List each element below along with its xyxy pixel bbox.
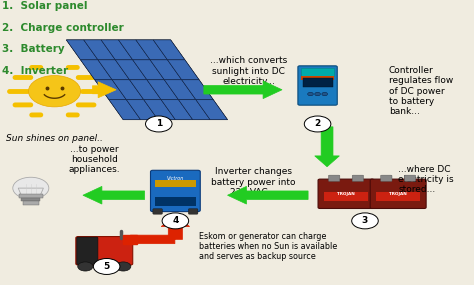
Polygon shape [161,100,193,120]
Polygon shape [81,60,112,80]
Polygon shape [84,40,115,60]
Text: TROJAN: TROJAN [337,192,355,196]
Polygon shape [123,235,137,244]
FancyBboxPatch shape [155,197,195,206]
Polygon shape [109,100,141,120]
FancyBboxPatch shape [301,76,334,80]
FancyBboxPatch shape [328,175,340,182]
FancyBboxPatch shape [77,237,98,264]
FancyBboxPatch shape [188,209,198,214]
FancyBboxPatch shape [381,175,392,182]
Polygon shape [147,80,179,100]
FancyBboxPatch shape [301,68,334,76]
FancyBboxPatch shape [370,179,426,209]
Polygon shape [92,82,116,98]
Text: 4.  Inverter: 4. Inverter [2,66,69,76]
Circle shape [322,92,328,96]
FancyBboxPatch shape [303,78,333,87]
Polygon shape [127,100,158,120]
Polygon shape [167,60,199,80]
Polygon shape [150,60,182,80]
Polygon shape [179,100,210,120]
Circle shape [308,92,313,96]
Text: 2.  Charge controller: 2. Charge controller [2,23,124,33]
Polygon shape [164,80,196,100]
FancyBboxPatch shape [155,180,196,187]
FancyBboxPatch shape [151,170,200,211]
FancyBboxPatch shape [19,194,43,198]
Text: 2: 2 [314,119,321,129]
Text: Sun shines on panel..: Sun shines on panel.. [6,134,103,143]
Polygon shape [315,127,339,167]
FancyBboxPatch shape [76,237,133,265]
Text: ...to power
household
appliances.: ...to power household appliances. [69,145,120,174]
Text: ...which converts
sunlight into DC
electricity...: ...which converts sunlight into DC elect… [210,56,287,86]
Polygon shape [228,186,308,204]
FancyBboxPatch shape [376,192,420,201]
FancyBboxPatch shape [23,201,39,205]
FancyBboxPatch shape [324,192,368,201]
Polygon shape [136,40,167,60]
Text: 3.  Battery: 3. Battery [2,44,65,54]
Circle shape [116,262,131,271]
Text: Controller
regulates flow
of DC power
to battery
bank...: Controller regulates flow of DC power to… [389,66,453,117]
Text: 5: 5 [103,262,110,271]
Polygon shape [204,81,282,99]
Polygon shape [129,80,161,100]
Text: TROJAN: TROJAN [389,192,407,196]
Polygon shape [66,40,228,120]
Text: Eskom or generator can charge
batteries when no Sun is available
and serves as b: Eskom or generator can charge batteries … [199,232,337,261]
Polygon shape [118,40,150,60]
Text: 1.  Solar panel: 1. Solar panel [2,1,88,11]
Circle shape [78,262,93,271]
Polygon shape [112,80,144,100]
Polygon shape [133,60,164,80]
Text: ...where DC
electricity is
stored...: ...where DC electricity is stored... [398,165,454,194]
Text: 4: 4 [172,216,179,225]
FancyBboxPatch shape [404,175,416,182]
Polygon shape [101,40,133,60]
Polygon shape [115,60,147,80]
Circle shape [146,116,172,132]
Polygon shape [182,80,213,100]
Circle shape [352,213,378,229]
Circle shape [315,92,320,96]
Circle shape [162,213,189,229]
Polygon shape [196,100,228,120]
Polygon shape [144,100,175,120]
Text: Victron: Victron [167,176,184,181]
Circle shape [13,177,49,199]
Circle shape [28,76,81,107]
FancyBboxPatch shape [21,198,40,201]
Circle shape [304,116,331,132]
Polygon shape [18,188,44,198]
Polygon shape [98,60,129,80]
Polygon shape [161,215,190,239]
FancyBboxPatch shape [352,175,364,182]
Circle shape [93,258,120,274]
FancyBboxPatch shape [153,209,162,214]
FancyBboxPatch shape [318,179,374,209]
Polygon shape [130,235,175,244]
Text: 3: 3 [362,216,368,225]
Polygon shape [66,40,98,60]
Text: 1: 1 [155,119,162,129]
Polygon shape [83,186,145,204]
Polygon shape [95,80,127,100]
FancyBboxPatch shape [298,66,337,105]
Polygon shape [153,40,185,60]
Text: Inverter changes
battery power into
220 VAC...: Inverter changes battery power into 220 … [211,168,296,197]
